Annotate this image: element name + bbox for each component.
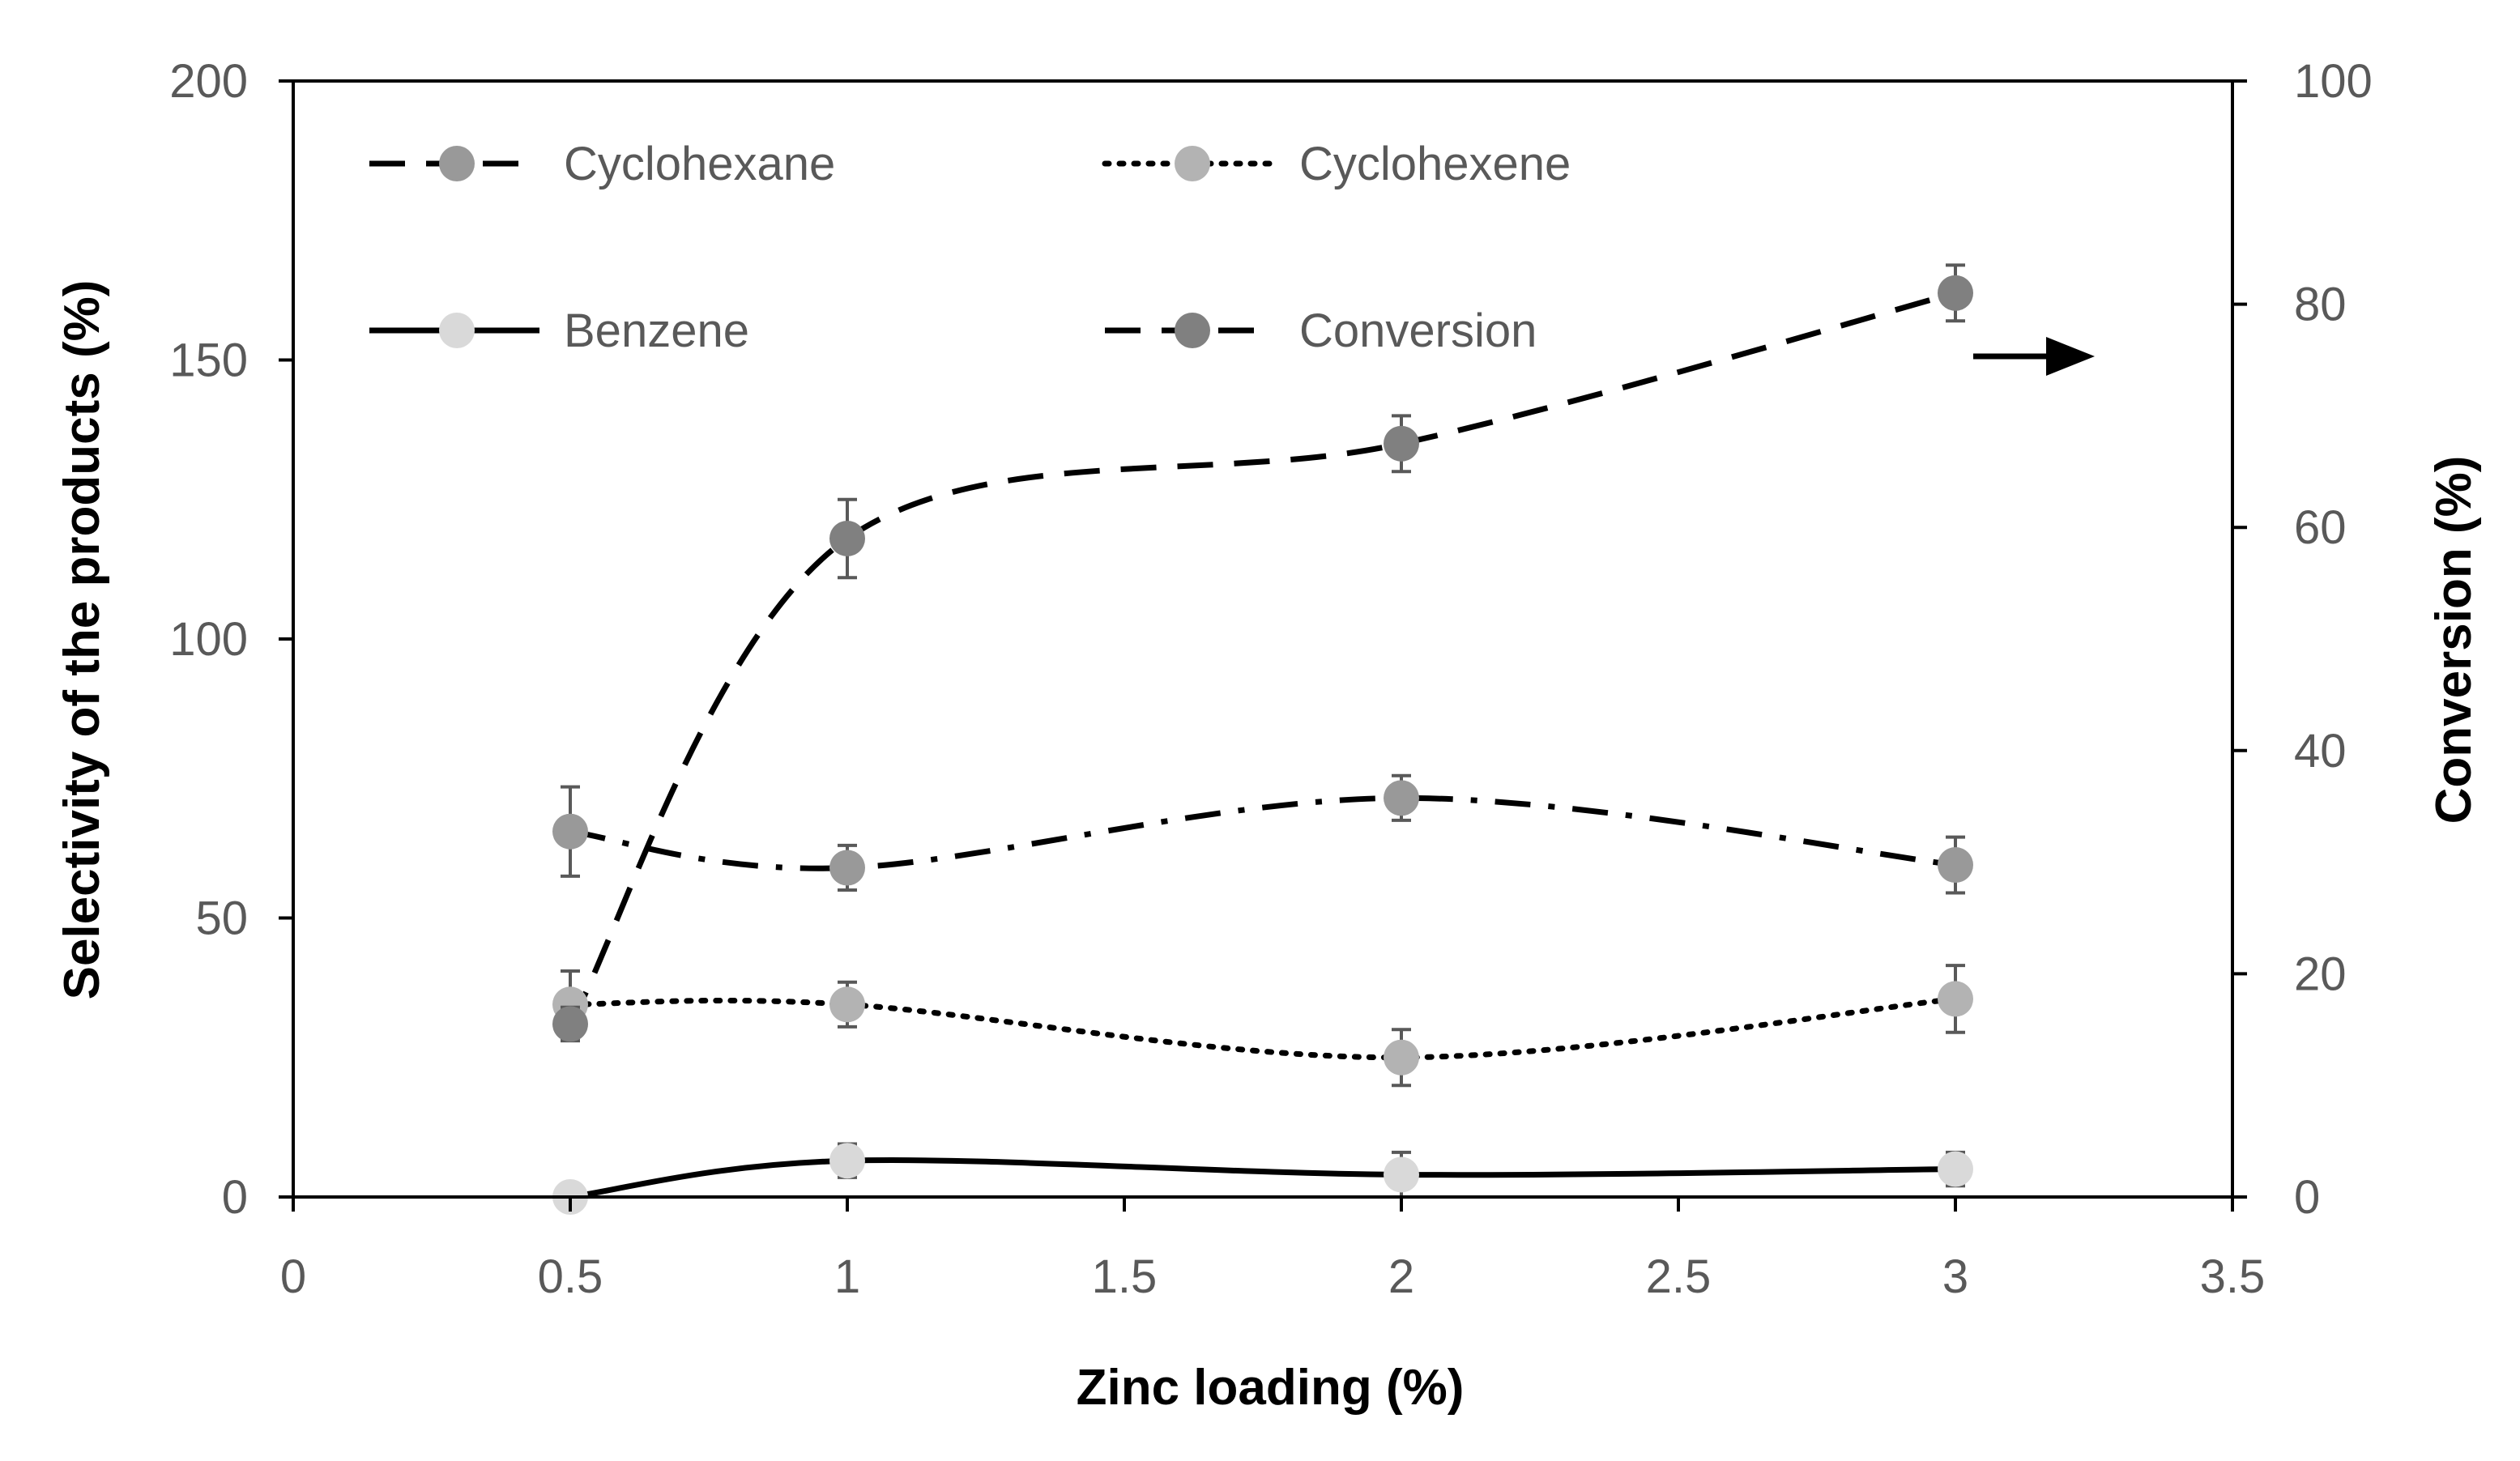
legend-marker-benzene <box>439 313 475 348</box>
y2-tick-label: 60 <box>2294 501 2347 554</box>
legend-marker-conversion <box>1175 313 1210 348</box>
data-point-cyclohexene <box>829 986 865 1023</box>
data-point-cyclohexane <box>1384 780 1419 816</box>
y2-tick-label: 100 <box>2294 55 2373 108</box>
y-tick-label: 150 <box>169 334 248 387</box>
data-point-cyclohexene <box>1384 1039 1419 1076</box>
x-tick-label: 3 <box>1942 1250 1968 1303</box>
x-axis-title: Zinc loading (%) <box>1077 1360 1465 1416</box>
y2-tick-label: 80 <box>2294 279 2347 331</box>
x-tick-label: 1.5 <box>1092 1250 1158 1303</box>
data-point-conversion <box>1938 275 1973 311</box>
data-point-benzene <box>1384 1156 1419 1193</box>
series-line-conversion <box>567 290 1956 1026</box>
legend-label-benzene: Benzene <box>564 305 749 357</box>
plot-area <box>552 263 2095 1215</box>
y-tick-label: 100 <box>169 613 248 666</box>
legend: Cyclohexane Cyclohexene Benzene Conversion <box>369 138 1571 357</box>
series-line-cyclohexene <box>567 995 1959 1061</box>
data-point-cyclohexane <box>552 813 588 850</box>
data-point-conversion <box>552 1006 588 1042</box>
x-tick-label: 3.5 <box>2200 1250 2266 1303</box>
legend-marker-cyclohexane <box>439 146 475 181</box>
y2-axis-title: Conversion (%) <box>2426 456 2482 824</box>
data-point-benzene <box>829 1143 865 1179</box>
y-tick-label: 200 <box>169 55 248 108</box>
legend-label-cyclohexene: Cyclohexene <box>1299 138 1571 190</box>
conversion-arrow-head <box>2046 337 2095 376</box>
y-axis-title: Selectivity of the products (%) <box>54 280 110 1000</box>
data-point-benzene <box>1938 1151 1973 1187</box>
x-tick-label: 1 <box>834 1250 860 1303</box>
data-point-cyclohexene <box>1938 981 1973 1017</box>
x-tick-label: 0.5 <box>538 1250 603 1303</box>
x-tick-label: 2 <box>1388 1250 1414 1303</box>
axes: 0 50 100 150 200 0 20 40 60 80 100 0 0.5 1 1.5 2 2.5 3 3.5 <box>169 55 2373 1303</box>
legend-label-conversion: Conversion <box>1299 305 1537 357</box>
legend-marker-cyclohexene <box>1175 146 1210 181</box>
data-point-cyclohexane <box>829 850 865 886</box>
data-point-conversion <box>1384 425 1419 462</box>
y2-tick-label: 0 <box>2294 1171 2320 1224</box>
x-tick-label: 0 <box>280 1250 306 1303</box>
series-line-cyclohexane <box>569 794 1956 871</box>
legend-label-cyclohexane: Cyclohexane <box>564 138 835 190</box>
x-tick-label: 2.5 <box>1646 1250 1712 1303</box>
y2-tick-label: 20 <box>2294 948 2347 1000</box>
data-point-cyclohexane <box>1938 847 1973 884</box>
data-point-conversion <box>829 520 865 556</box>
y-tick-label: 0 <box>222 1171 248 1224</box>
series-line-benzene <box>569 1157 1956 1200</box>
y2-tick-label: 40 <box>2294 725 2347 777</box>
y-tick-label: 50 <box>195 892 248 945</box>
